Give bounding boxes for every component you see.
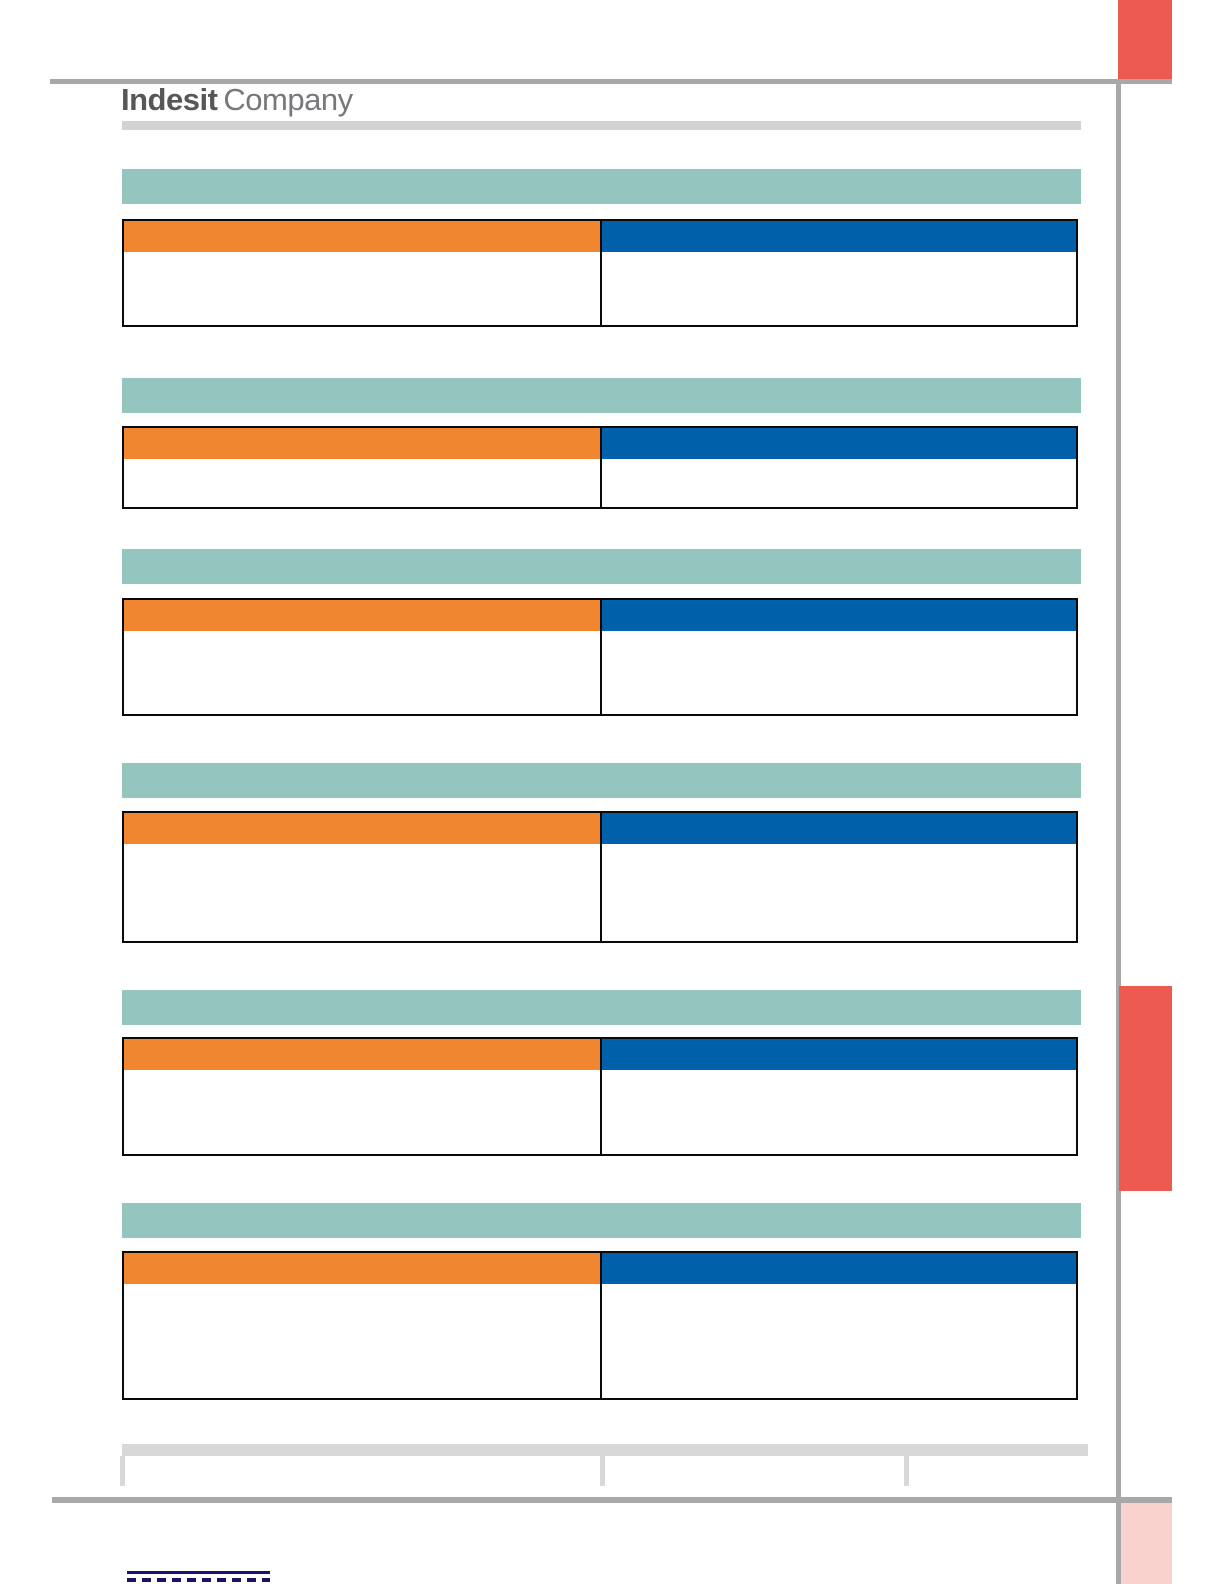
section-6	[122, 1203, 1081, 1400]
table-body-right-cell	[602, 631, 1076, 714]
table-header-blue-cell	[602, 1253, 1076, 1284]
table-body-row	[124, 252, 1076, 325]
table-header-row	[124, 428, 1076, 459]
table-header-blue-cell	[602, 1039, 1076, 1070]
table-header-orange-cell	[124, 813, 602, 844]
data-table	[122, 219, 1078, 327]
section-header-bar	[122, 169, 1081, 204]
data-table	[122, 811, 1078, 943]
brand-logo: Indesit Company	[121, 84, 353, 115]
table-body-row	[124, 631, 1076, 714]
section-header-bar	[122, 1203, 1081, 1238]
right-side-red-accent	[1119, 986, 1172, 1191]
footer-link-underline	[127, 1571, 270, 1574]
table-header-orange-cell	[124, 1253, 602, 1284]
footer-link[interactable]	[127, 1571, 270, 1583]
section-1	[122, 169, 1081, 327]
footer-column-divider	[120, 1456, 125, 1486]
logo-brand-text: Indesit	[121, 82, 218, 117]
table-body-right-cell	[602, 844, 1076, 941]
table-header-row	[124, 1253, 1076, 1284]
section-header-bar	[122, 763, 1081, 798]
table-body-row	[124, 1070, 1076, 1154]
section-header-bar	[122, 549, 1081, 584]
table-body-left-cell	[124, 631, 602, 714]
section-5	[122, 990, 1081, 1156]
data-table	[122, 1251, 1078, 1400]
footer-column-divider	[904, 1456, 909, 1486]
data-table	[122, 1037, 1078, 1156]
table-body-left-cell	[124, 459, 602, 507]
table-body-right-cell	[602, 252, 1076, 325]
table-body-left-cell	[124, 252, 602, 325]
table-body-row	[124, 844, 1076, 941]
logo-underline-bar	[122, 121, 1081, 130]
table-body-right-cell	[602, 1070, 1076, 1154]
data-table	[122, 598, 1078, 716]
table-body-left-cell	[124, 844, 602, 941]
section-header-bar	[122, 378, 1081, 413]
table-header-orange-cell	[124, 221, 602, 252]
logo-suffix-text: Company	[223, 82, 353, 117]
footer-table	[120, 1444, 1088, 1486]
top-right-red-accent	[1118, 0, 1172, 79]
table-header-blue-cell	[602, 600, 1076, 631]
table-header-orange-cell	[124, 600, 602, 631]
table-header-row	[124, 1039, 1076, 1070]
table-body-row	[124, 1284, 1076, 1398]
table-body-left-cell	[124, 1284, 602, 1398]
table-header-row	[124, 600, 1076, 631]
bottom-rule	[52, 1497, 1172, 1503]
table-body-row	[124, 459, 1076, 507]
table-body-left-cell	[124, 1070, 602, 1154]
table-header-orange-cell	[124, 1039, 602, 1070]
table-header-row	[124, 221, 1076, 252]
footer-link-cutoff-text	[127, 1578, 270, 1582]
footer-column-divider	[600, 1456, 605, 1486]
footer-table-header-bar	[122, 1444, 1088, 1456]
top-rule	[50, 79, 1172, 84]
section-4	[122, 763, 1081, 943]
section-header-bar	[122, 990, 1081, 1025]
table-header-blue-cell	[602, 221, 1076, 252]
table-header-row	[124, 813, 1076, 844]
right-margin-rule	[1116, 84, 1121, 1584]
table-body-right-cell	[602, 1284, 1076, 1398]
data-table	[122, 426, 1078, 509]
table-body-right-cell	[602, 459, 1076, 507]
table-header-blue-cell	[602, 428, 1076, 459]
bottom-right-pink-accent	[1121, 1503, 1172, 1584]
section-3	[122, 549, 1081, 716]
section-2	[122, 378, 1081, 509]
table-header-blue-cell	[602, 813, 1076, 844]
table-header-orange-cell	[124, 428, 602, 459]
